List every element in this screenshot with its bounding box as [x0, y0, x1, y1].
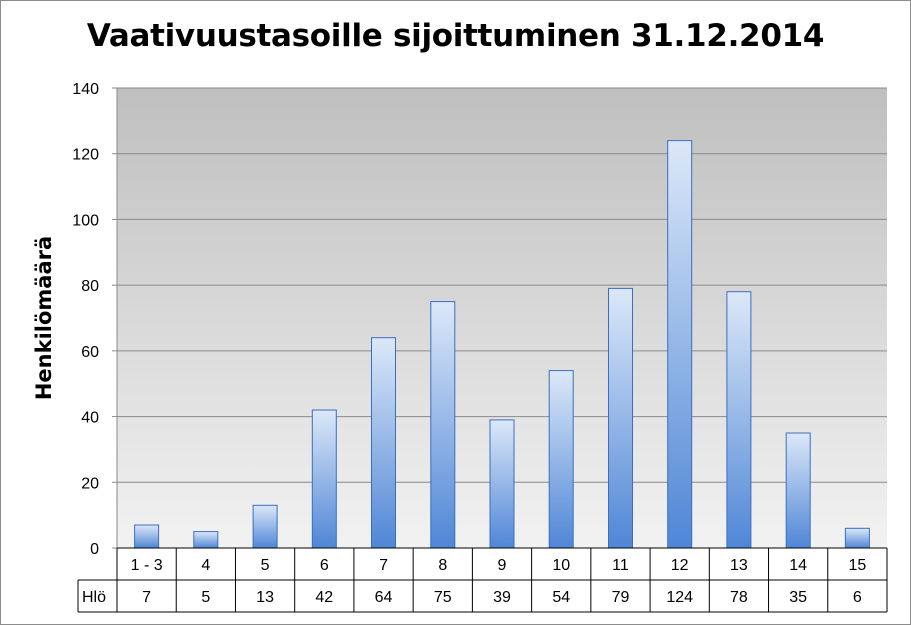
- bar: [371, 337, 396, 549]
- x-tick-label: 6: [320, 557, 329, 574]
- bar: [548, 370, 574, 549]
- x-tick-label: 12: [671, 557, 689, 574]
- y-tick-label: 100: [72, 212, 99, 229]
- x-tick-label: 10: [552, 557, 570, 574]
- bar: [667, 140, 693, 549]
- bar: [430, 301, 456, 549]
- x-tick-label: 4: [201, 557, 210, 574]
- x-tick-label: 5: [261, 557, 270, 574]
- data-label: 39: [493, 589, 511, 606]
- y-tick-label: 80: [81, 278, 99, 295]
- data-label: 7: [142, 589, 151, 606]
- data-label: 124: [666, 589, 693, 606]
- x-tick-label: 7: [379, 557, 388, 574]
- x-tick-label: 14: [789, 557, 807, 574]
- data-label: 75: [434, 589, 452, 606]
- bar: [311, 409, 337, 549]
- x-tick-label: 11: [612, 557, 629, 574]
- bar: [726, 291, 752, 549]
- data-label: 35: [789, 589, 807, 606]
- data-label: 64: [375, 589, 393, 606]
- x-tick-label: 1 - 3: [131, 557, 163, 574]
- x-tick-label: 8: [438, 557, 447, 574]
- bar: [252, 504, 278, 549]
- y-tick-label: 40: [81, 410, 99, 427]
- bar: [844, 527, 870, 549]
- series-legend-label: Hlö: [82, 589, 106, 606]
- chart-title: Vaativuustasoille sijoittuminen 31.12.20…: [86, 18, 825, 54]
- data-label: 78: [730, 589, 748, 606]
- y-tick-label: 20: [81, 475, 99, 492]
- data-label: 6: [853, 589, 862, 606]
- bar: [608, 287, 633, 549]
- bar: [134, 524, 160, 549]
- data-label: 79: [612, 589, 630, 606]
- y-tick-label: 140: [72, 81, 99, 98]
- data-label: 5: [201, 589, 210, 606]
- y-tick-label: 120: [72, 147, 99, 164]
- data-label: 13: [256, 589, 274, 606]
- y-tick-label: 60: [81, 344, 99, 361]
- data-label: 54: [552, 589, 570, 606]
- bar: [489, 419, 515, 549]
- y-tick-label: 0: [90, 541, 99, 558]
- data-label: 42: [315, 589, 333, 606]
- x-tick-label: 9: [498, 557, 507, 574]
- bar: [785, 432, 811, 549]
- x-tick-label: 13: [730, 557, 748, 574]
- x-tick-label: 15: [848, 557, 866, 574]
- bar: [193, 531, 219, 549]
